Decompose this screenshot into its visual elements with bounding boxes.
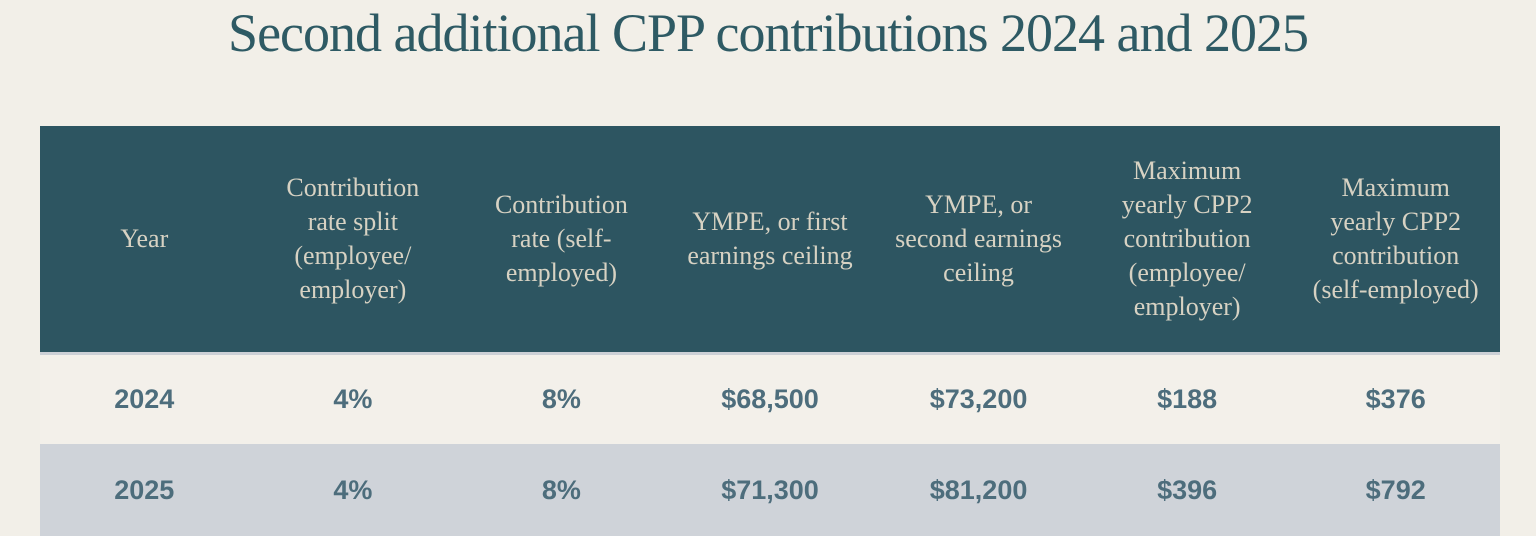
cell-max-cpp2-self-employed: $376 (1365, 384, 1426, 414)
cell-max-cpp2-self-employed: $792 (1365, 474, 1426, 505)
cell-rate-self-employed: 8% (541, 474, 581, 505)
cell-max-cpp2-employee: $188 (1157, 384, 1218, 414)
table-row-2025: 2025 4% 8% $71,300 $81,200 $396 $792 (40, 444, 1500, 536)
cpp-contributions-table: Year Contribution rate split (employee/ … (40, 126, 1500, 536)
cell-rate-split: 4% (333, 474, 373, 505)
cell-rate-split: 4% (333, 384, 373, 414)
column-header-year: Year (120, 224, 169, 253)
table-row-2024: 2024 4% 8% $68,500 $73,200 $188 $376 (40, 355, 1500, 444)
cell-rate-self-employed: 8% (541, 384, 581, 414)
cell-year: 2025 (114, 474, 175, 505)
column-header-rate-self-employed: Contribution rate (self- employed) (494, 190, 628, 287)
table-header-row: Year Contribution rate split (employee/ … (40, 126, 1500, 355)
column-header-max-cpp2-self-employed: Maximum yearly CPP2 contribution (self-e… (1312, 173, 1479, 304)
column-header-rate-split: Contribution rate split (employee/ emplo… (286, 173, 420, 304)
cell-ympe-second-ceiling: $73,200 (929, 384, 1028, 414)
cell-ympe-second-ceiling: $81,200 (929, 474, 1028, 505)
cell-max-cpp2-employee: $396 (1157, 474, 1218, 505)
column-header-ympe-first-ceiling: YMPE, or first earnings ceiling (687, 207, 853, 270)
page-title: Second additional CPP contributions 2024… (228, 3, 1309, 63)
column-header-max-cpp2-employee: Maximum yearly CPP2 contribution (employ… (1121, 156, 1253, 321)
cell-ympe-first-ceiling: $68,500 (721, 384, 819, 414)
column-header-ympe-second-ceiling: YMPE, or second earnings ceiling (895, 190, 1062, 287)
cell-year: 2024 (114, 384, 175, 414)
cell-ympe-first-ceiling: $71,300 (721, 474, 819, 505)
